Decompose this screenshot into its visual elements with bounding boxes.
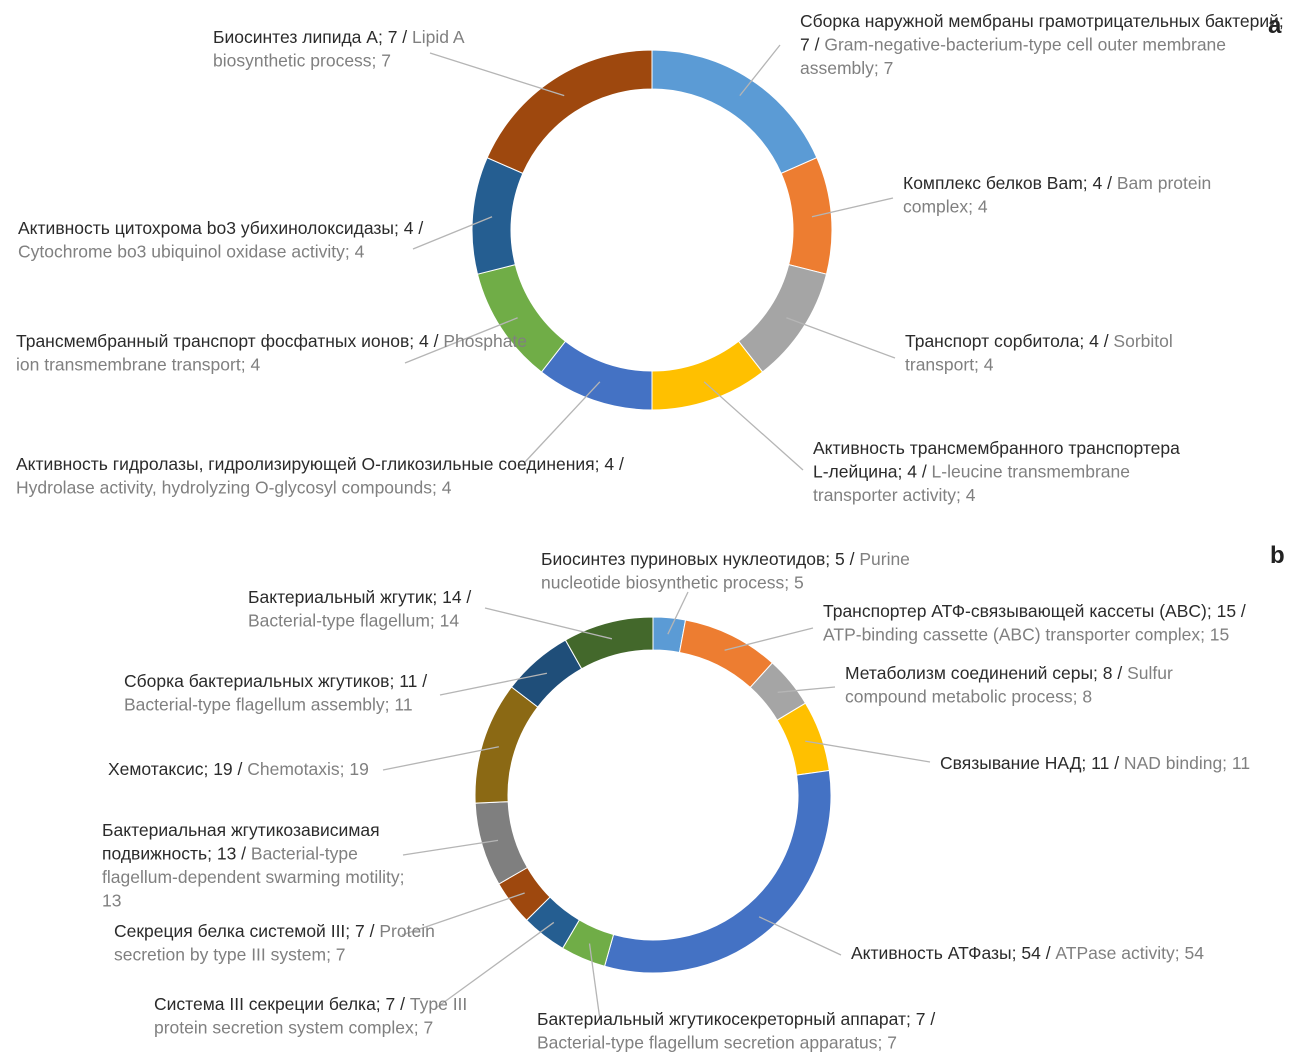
- panel-label-a: a: [1268, 12, 1282, 39]
- slice-label-b-0: Биосинтез пуриновых нуклеотидов; 5 / Pur…: [541, 549, 910, 593]
- slice-label-b-10: Сборка бактериальных жгутиков; 11 /Bacte…: [124, 671, 427, 715]
- slice-label-a-2: Транспорт сорбитола; 4 / Sorbitol transpo…: [905, 331, 1173, 375]
- slice-b-11: [564, 616, 654, 670]
- slice-a-3: [651, 340, 764, 411]
- donut-chart-b: Биосинтез пуриновых нуклеотидов; 5 / Pur…: [102, 549, 1250, 1053]
- leader-line-b-6: [435, 921, 555, 1009]
- slice-label-b-8: Бактериальная жгутикозависимая подвижност…: [102, 820, 405, 911]
- slice-label-b-2: Метаболизм соединений серы; 8 / Sulfur co…: [845, 663, 1173, 707]
- leader-line-b-1: [724, 627, 814, 651]
- leader-line-a-2: [786, 317, 896, 359]
- leader-line-b-0: [667, 591, 689, 635]
- leader-line-b-4: [758, 916, 842, 956]
- leader-line-a-0: [739, 44, 781, 97]
- panel-label-b: b: [1270, 542, 1285, 569]
- slice-b-9: [474, 686, 539, 804]
- slice-b-1: [678, 619, 774, 689]
- leader-line-b-7: [401, 892, 525, 936]
- leader-line-b-10: [439, 672, 548, 696]
- leader-line-b-2: [777, 686, 836, 693]
- slice-a-0: [651, 49, 818, 175]
- slice-a-7: [486, 49, 653, 175]
- leader-line-b-5: [588, 943, 601, 1021]
- slice-label-a-3: Активность трансмембранного транспортера…: [813, 438, 1180, 505]
- slice-label-b-9: Хемотаксис; 19 / Chemotaxis; 19: [108, 759, 369, 779]
- slice-label-b-7: Секреция белка системой III; 7 / Protein…: [114, 921, 435, 965]
- slice-label-b-6: Система III секреции белка; 7 / Type III…: [154, 994, 467, 1038]
- slice-label-b-4: Активность АТФазы; 54 / ATPase activity;…: [851, 943, 1204, 963]
- leader-line-b-9: [382, 746, 499, 771]
- slice-label-a-6: Активность цитохрома bo3 убихинолоксидаз…: [18, 218, 423, 262]
- leader-line-a-1: [811, 197, 894, 218]
- leader-line-a-5: [404, 317, 518, 364]
- leader-line-a-3: [703, 381, 804, 471]
- leader-line-b-3: [805, 740, 931, 763]
- leader-line-a-7: [429, 52, 565, 97]
- leader-line-b-8: [402, 839, 499, 856]
- slice-a-6: [471, 157, 524, 275]
- leader-line-a-6: [412, 216, 493, 250]
- slice-label-b-3: Связывание НАД; 11 / NAD binding; 11: [940, 753, 1250, 773]
- leader-line-b-11: [484, 607, 613, 640]
- slice-a-1: [780, 157, 833, 275]
- slice-label-a-0: Сборка наружной мембраны грамотрицательн…: [800, 11, 1284, 78]
- slice-b-4: [603, 769, 832, 974]
- slice-label-a-1: Комплекс белков Bam; 4 / Bam protein comp…: [903, 173, 1211, 217]
- slice-a-4: [540, 340, 653, 411]
- slice-label-a-5: Трансмембранный транспорт фосфатных ионо…: [16, 331, 527, 375]
- donut-chart-a: Сборка наружной мембраны грамотрицательн…: [16, 11, 1284, 505]
- leader-line-a-4: [524, 381, 601, 463]
- slice-a-2: [737, 264, 828, 373]
- slice-label-a-4: Активность гидролазы, гидролизирующей O-…: [16, 454, 624, 498]
- slice-a-5: [476, 264, 567, 373]
- slice-label-b-11: Бактериальный жгутик; 14 /Bacterial-type…: [248, 587, 471, 631]
- slice-label-b-1: Транспортер АТФ-связывающей кассеты (ABC…: [823, 601, 1246, 645]
- slice-label-b-5: Бактериальный жгутикосекреторный аппарат…: [537, 1009, 935, 1053]
